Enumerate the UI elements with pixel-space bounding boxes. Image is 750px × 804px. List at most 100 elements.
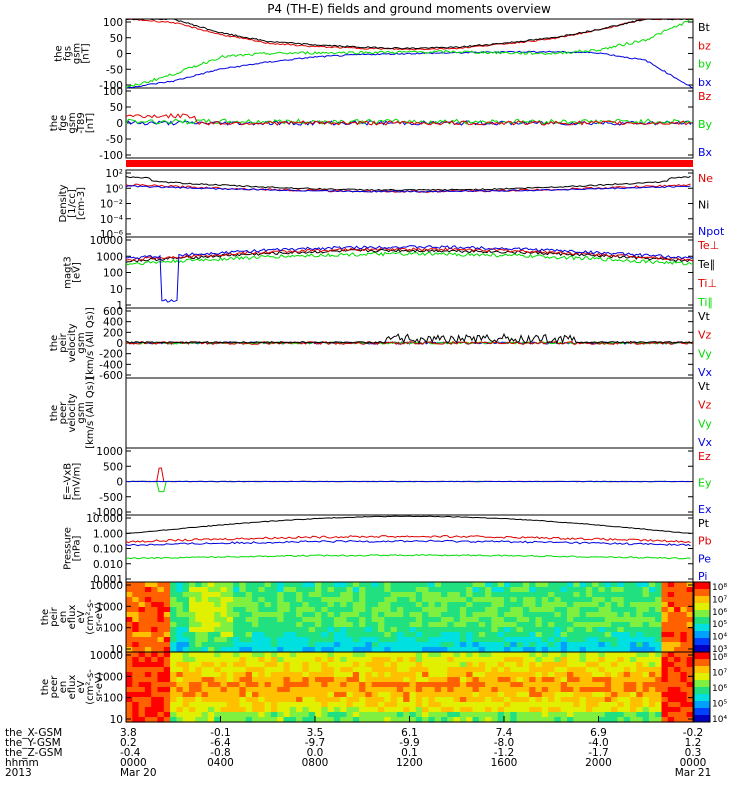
legend-entry: Pb	[698, 535, 712, 548]
spectrogram-cell	[258, 642, 265, 648]
spectrogram-cell	[365, 707, 372, 713]
spectrogram-cell	[384, 587, 391, 593]
spectrogram-cell	[548, 617, 555, 623]
spectrogram-cell	[428, 662, 435, 668]
spectrogram-cell	[630, 612, 637, 618]
spectrogram-cell	[428, 637, 435, 643]
spectrogram-cell	[145, 662, 152, 668]
spectrogram-cell	[466, 602, 473, 608]
ephemeris-row-label: 2013	[5, 767, 32, 779]
spectrogram-cell	[599, 677, 606, 683]
spectrogram-cell	[435, 687, 442, 693]
spectrogram-cell	[328, 682, 335, 688]
spectrogram-cell	[132, 707, 139, 713]
spectrogram-cell	[536, 597, 543, 603]
spectrogram-cell	[599, 702, 606, 708]
spectrogram-cell	[680, 592, 687, 598]
spectrogram-cell	[403, 672, 410, 678]
spectrogram-cell	[290, 702, 297, 708]
spectrogram-cell	[529, 602, 536, 608]
spectrogram-cell	[510, 697, 517, 703]
spectrogram-cell	[554, 632, 561, 638]
spectrogram-cell	[473, 702, 480, 708]
spectrogram-cell	[328, 582, 335, 588]
y-tick-label: 1000	[96, 251, 123, 263]
spectrogram-cell	[498, 697, 505, 703]
series-bz	[126, 19, 693, 50]
spectrogram-cell	[290, 667, 297, 673]
spectrogram-cell	[441, 672, 448, 678]
spectrogram-cell	[290, 642, 297, 648]
spectrogram-cell	[643, 687, 650, 693]
spectrogram-cell	[139, 597, 146, 603]
spectrogram-cell	[617, 677, 624, 683]
spectrogram-cell	[592, 622, 599, 628]
spectrogram-cell	[378, 637, 385, 643]
spectrogram-cell	[233, 662, 240, 668]
spectrogram-cell	[668, 667, 675, 673]
spectrogram-cell	[479, 652, 486, 658]
spectrogram-cell	[649, 692, 656, 698]
spectrogram-cell	[655, 657, 662, 663]
spectrogram-cell	[252, 607, 259, 613]
spectrogram-cell	[460, 657, 467, 663]
spectrogram-cell	[523, 692, 530, 698]
spectrogram-cell	[183, 607, 190, 613]
spectrogram-cell	[265, 662, 272, 668]
spectrogram-cell	[340, 672, 347, 678]
spectrogram-cell	[296, 627, 303, 633]
spectrogram-cell	[416, 602, 423, 608]
spectrogram-cell	[164, 712, 171, 718]
spectrogram-cell	[126, 657, 133, 663]
spectrogram-cell	[580, 652, 587, 658]
spectrogram-cell	[265, 692, 272, 698]
spectrogram-cell	[674, 632, 681, 638]
spectrogram-cell	[221, 582, 228, 588]
spectrogram-cell	[151, 642, 158, 648]
spectrogram-cell	[277, 627, 284, 633]
spectrogram-cell	[573, 662, 580, 668]
spectrogram-cell	[466, 682, 473, 688]
spectrogram-cell	[183, 612, 190, 618]
spectrogram-cell	[365, 627, 372, 633]
spectrogram-cell	[202, 702, 209, 708]
spectrogram-cell	[328, 692, 335, 698]
spectrogram-cell	[246, 602, 253, 608]
spectrogram-cell	[195, 652, 202, 658]
spectrogram-cell	[668, 692, 675, 698]
spectrogram-cell	[605, 627, 612, 633]
spectrogram-cell	[504, 622, 511, 628]
spectrogram-cell	[561, 582, 568, 588]
legend-entry: Pe	[698, 552, 711, 565]
spectrogram-cell	[554, 597, 561, 603]
spectrogram-cell	[151, 707, 158, 713]
spectrogram-cell	[428, 582, 435, 588]
spectrogram-cell	[372, 587, 379, 593]
spectrogram-cell	[176, 582, 183, 588]
spectrogram-cell	[460, 582, 467, 588]
spectrogram-cell	[447, 592, 454, 598]
spectrogram-cell	[523, 697, 530, 703]
spectrogram-cell	[302, 597, 309, 603]
spectrogram-cell	[353, 692, 360, 698]
spectrogram-cell	[498, 672, 505, 678]
spectrogram-cell	[246, 697, 253, 703]
spectrogram-cell	[315, 592, 322, 598]
spectrogram-cell	[246, 677, 253, 683]
spectrogram-cell	[372, 682, 379, 688]
spectrogram-cell	[290, 707, 297, 713]
spectrogram-cell	[328, 702, 335, 708]
spectrogram-cell	[624, 637, 631, 643]
spectrogram-cell	[340, 602, 347, 608]
spectrogram-cell	[353, 702, 360, 708]
spectrogram-cell	[517, 697, 524, 703]
spectrogram-cell	[170, 632, 177, 638]
panel-density: 10²10⁰10⁻²10⁻⁴10⁻⁶Density[1/cc][cm-3]NeN…	[58, 168, 725, 241]
spectrogram-cell	[668, 677, 675, 683]
spectrogram-cell	[208, 712, 215, 718]
spectrogram-cell	[353, 597, 360, 603]
spectrogram-cell	[403, 642, 410, 648]
spectrogram-cell	[378, 627, 385, 633]
spectrogram-cell	[649, 637, 656, 643]
spectrogram-cell	[441, 597, 448, 603]
